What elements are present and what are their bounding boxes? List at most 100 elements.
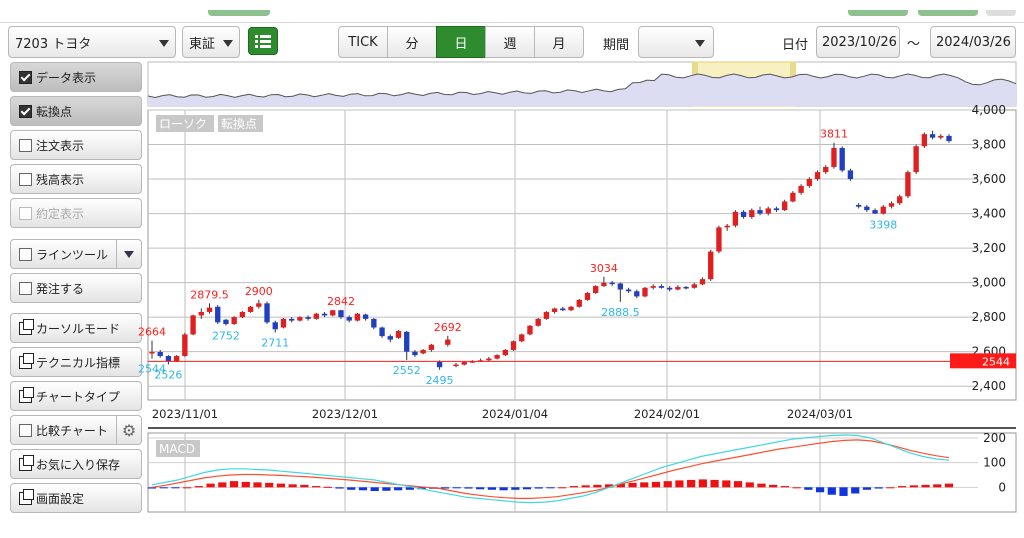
popup-window-icon <box>19 318 34 335</box>
technical-indicator-button[interactable]: テクニカル指標 <box>10 347 142 377</box>
macd-histogram-bar <box>851 487 860 494</box>
candle-down <box>371 318 377 328</box>
cursor-mode-button[interactable]: カーソルモード <box>10 313 142 343</box>
candle-up <box>732 211 739 226</box>
current-price-tag: 2544 <box>982 355 1010 368</box>
tab-month[interactable]: 月 <box>534 26 584 58</box>
candle-up <box>461 362 467 365</box>
y-tick-label: 4,000 <box>972 103 1006 117</box>
candle-down <box>215 306 221 323</box>
candle-down <box>617 283 624 290</box>
macd-histogram-bar <box>698 479 707 488</box>
line-tool-toggle[interactable]: ラインツール <box>10 239 142 269</box>
save-favorite-button[interactable]: お気に入り保存 <box>10 449 142 479</box>
turning-point-low: 2711 <box>261 337 289 350</box>
candle-down <box>272 322 278 330</box>
macd-histogram-bar <box>710 479 719 488</box>
overview-range-window <box>693 61 795 107</box>
date-from-input[interactable]: 2023/10/26 <box>816 26 900 58</box>
period-select[interactable] <box>638 26 714 58</box>
checkbox-icon <box>19 247 32 261</box>
market-select[interactable]: 東証 <box>182 26 240 58</box>
popup-window-icon <box>19 488 34 505</box>
gear-icon[interactable]: ⚙ <box>116 416 141 444</box>
place-order-toggle[interactable]: 発注する <box>10 273 142 303</box>
candle-up <box>675 286 681 290</box>
balance-display-toggle[interactable]: 残高表示 <box>10 164 142 194</box>
macd-histogram-bar <box>569 486 579 488</box>
line-tool-dropdown[interactable] <box>116 240 141 268</box>
macd-histogram-bar <box>874 487 883 489</box>
top-tab-3[interactable] <box>918 10 978 16</box>
macd-histogram-bar <box>276 483 286 488</box>
candle-up <box>453 364 459 367</box>
candle-up <box>297 317 303 321</box>
macd-histogram-bar <box>605 484 614 488</box>
macd-histogram-bar <box>862 487 872 490</box>
x-tick-label: 2024/01/04 <box>482 407 548 421</box>
candle-up <box>477 360 484 362</box>
macd-histogram-bar <box>171 487 180 489</box>
macd-histogram-bar <box>358 487 368 491</box>
top-tab-4[interactable] <box>986 10 1016 16</box>
overview-handle-right <box>790 62 796 106</box>
data-display-toggle[interactable]: データ表示 <box>10 62 142 92</box>
order-display-toggle[interactable]: 注文表示 <box>10 130 142 160</box>
turning-point-toggle[interactable]: 転換点 <box>10 96 142 126</box>
checkbox-icon <box>19 423 32 437</box>
macd-panel: 200 100 0 MACD <box>147 427 1017 513</box>
macd-histogram-bar <box>792 487 801 489</box>
turning-point-low: 3398 <box>869 218 897 231</box>
macd-histogram-bar <box>511 487 520 490</box>
tab-minute[interactable]: 分 <box>387 26 437 58</box>
chart-type-button[interactable]: チャートタイプ <box>10 381 142 411</box>
macd-histogram-bar <box>440 487 450 489</box>
y-tick-label: 2,600 <box>972 345 1006 359</box>
candle-down <box>305 317 311 319</box>
top-strip <box>0 0 1024 23</box>
screen-settings-label: 画面設定 <box>36 491 85 506</box>
x-tick-label: 2023/11/01 <box>152 407 218 421</box>
candle-down <box>625 289 632 292</box>
symbol-select[interactable]: 7203 トヨタ <box>8 26 176 58</box>
macd-histogram-bar <box>675 480 684 488</box>
macd-histogram-bar <box>487 487 496 490</box>
chart-type-label: チャートタイプ <box>36 389 120 404</box>
turning-point-high: 2900 <box>245 285 273 298</box>
turning-point-high: 2664 <box>138 326 166 339</box>
macd-histogram-bar <box>335 487 344 489</box>
candle-up <box>650 286 656 288</box>
candle-up <box>231 317 237 325</box>
candle-down <box>560 308 566 311</box>
candle-up <box>691 284 697 288</box>
macd-histogram-bar <box>944 483 954 488</box>
tab-day[interactable]: 日 <box>436 26 486 58</box>
y-tick-label: 3,600 <box>972 172 1006 186</box>
candle-up <box>921 134 928 147</box>
macd-histogram-bar <box>194 486 203 488</box>
top-tab-1[interactable] <box>208 10 270 16</box>
y-tick-label: 3,400 <box>972 207 1006 221</box>
candle-up <box>190 315 196 335</box>
macd-histogram-bar <box>476 487 485 490</box>
candle-up <box>708 251 714 280</box>
compare-chart-toggle[interactable]: 比較チャート ⚙ <box>10 415 142 445</box>
candle-down <box>412 351 418 356</box>
tab-tick[interactable]: TICK <box>338 26 388 58</box>
macd-histogram-bar <box>229 481 239 488</box>
candle-up <box>823 166 829 173</box>
candle-up <box>913 146 919 173</box>
top-tab-2[interactable] <box>848 10 908 16</box>
macd-histogram-bar <box>253 482 262 488</box>
list-button[interactable] <box>248 27 278 55</box>
tab-week[interactable]: 週 <box>485 26 535 58</box>
screen-settings-button[interactable]: 画面設定 <box>10 483 142 513</box>
legend-tag-bg <box>156 115 214 132</box>
turning-point-low: 2495 <box>426 374 454 387</box>
date-to-input[interactable]: 2024/03/26 <box>930 26 1016 58</box>
candle-up <box>880 206 886 214</box>
macd-histogram-bar <box>815 487 825 493</box>
chevron-down-icon <box>223 40 233 47</box>
candle-up <box>527 325 533 335</box>
